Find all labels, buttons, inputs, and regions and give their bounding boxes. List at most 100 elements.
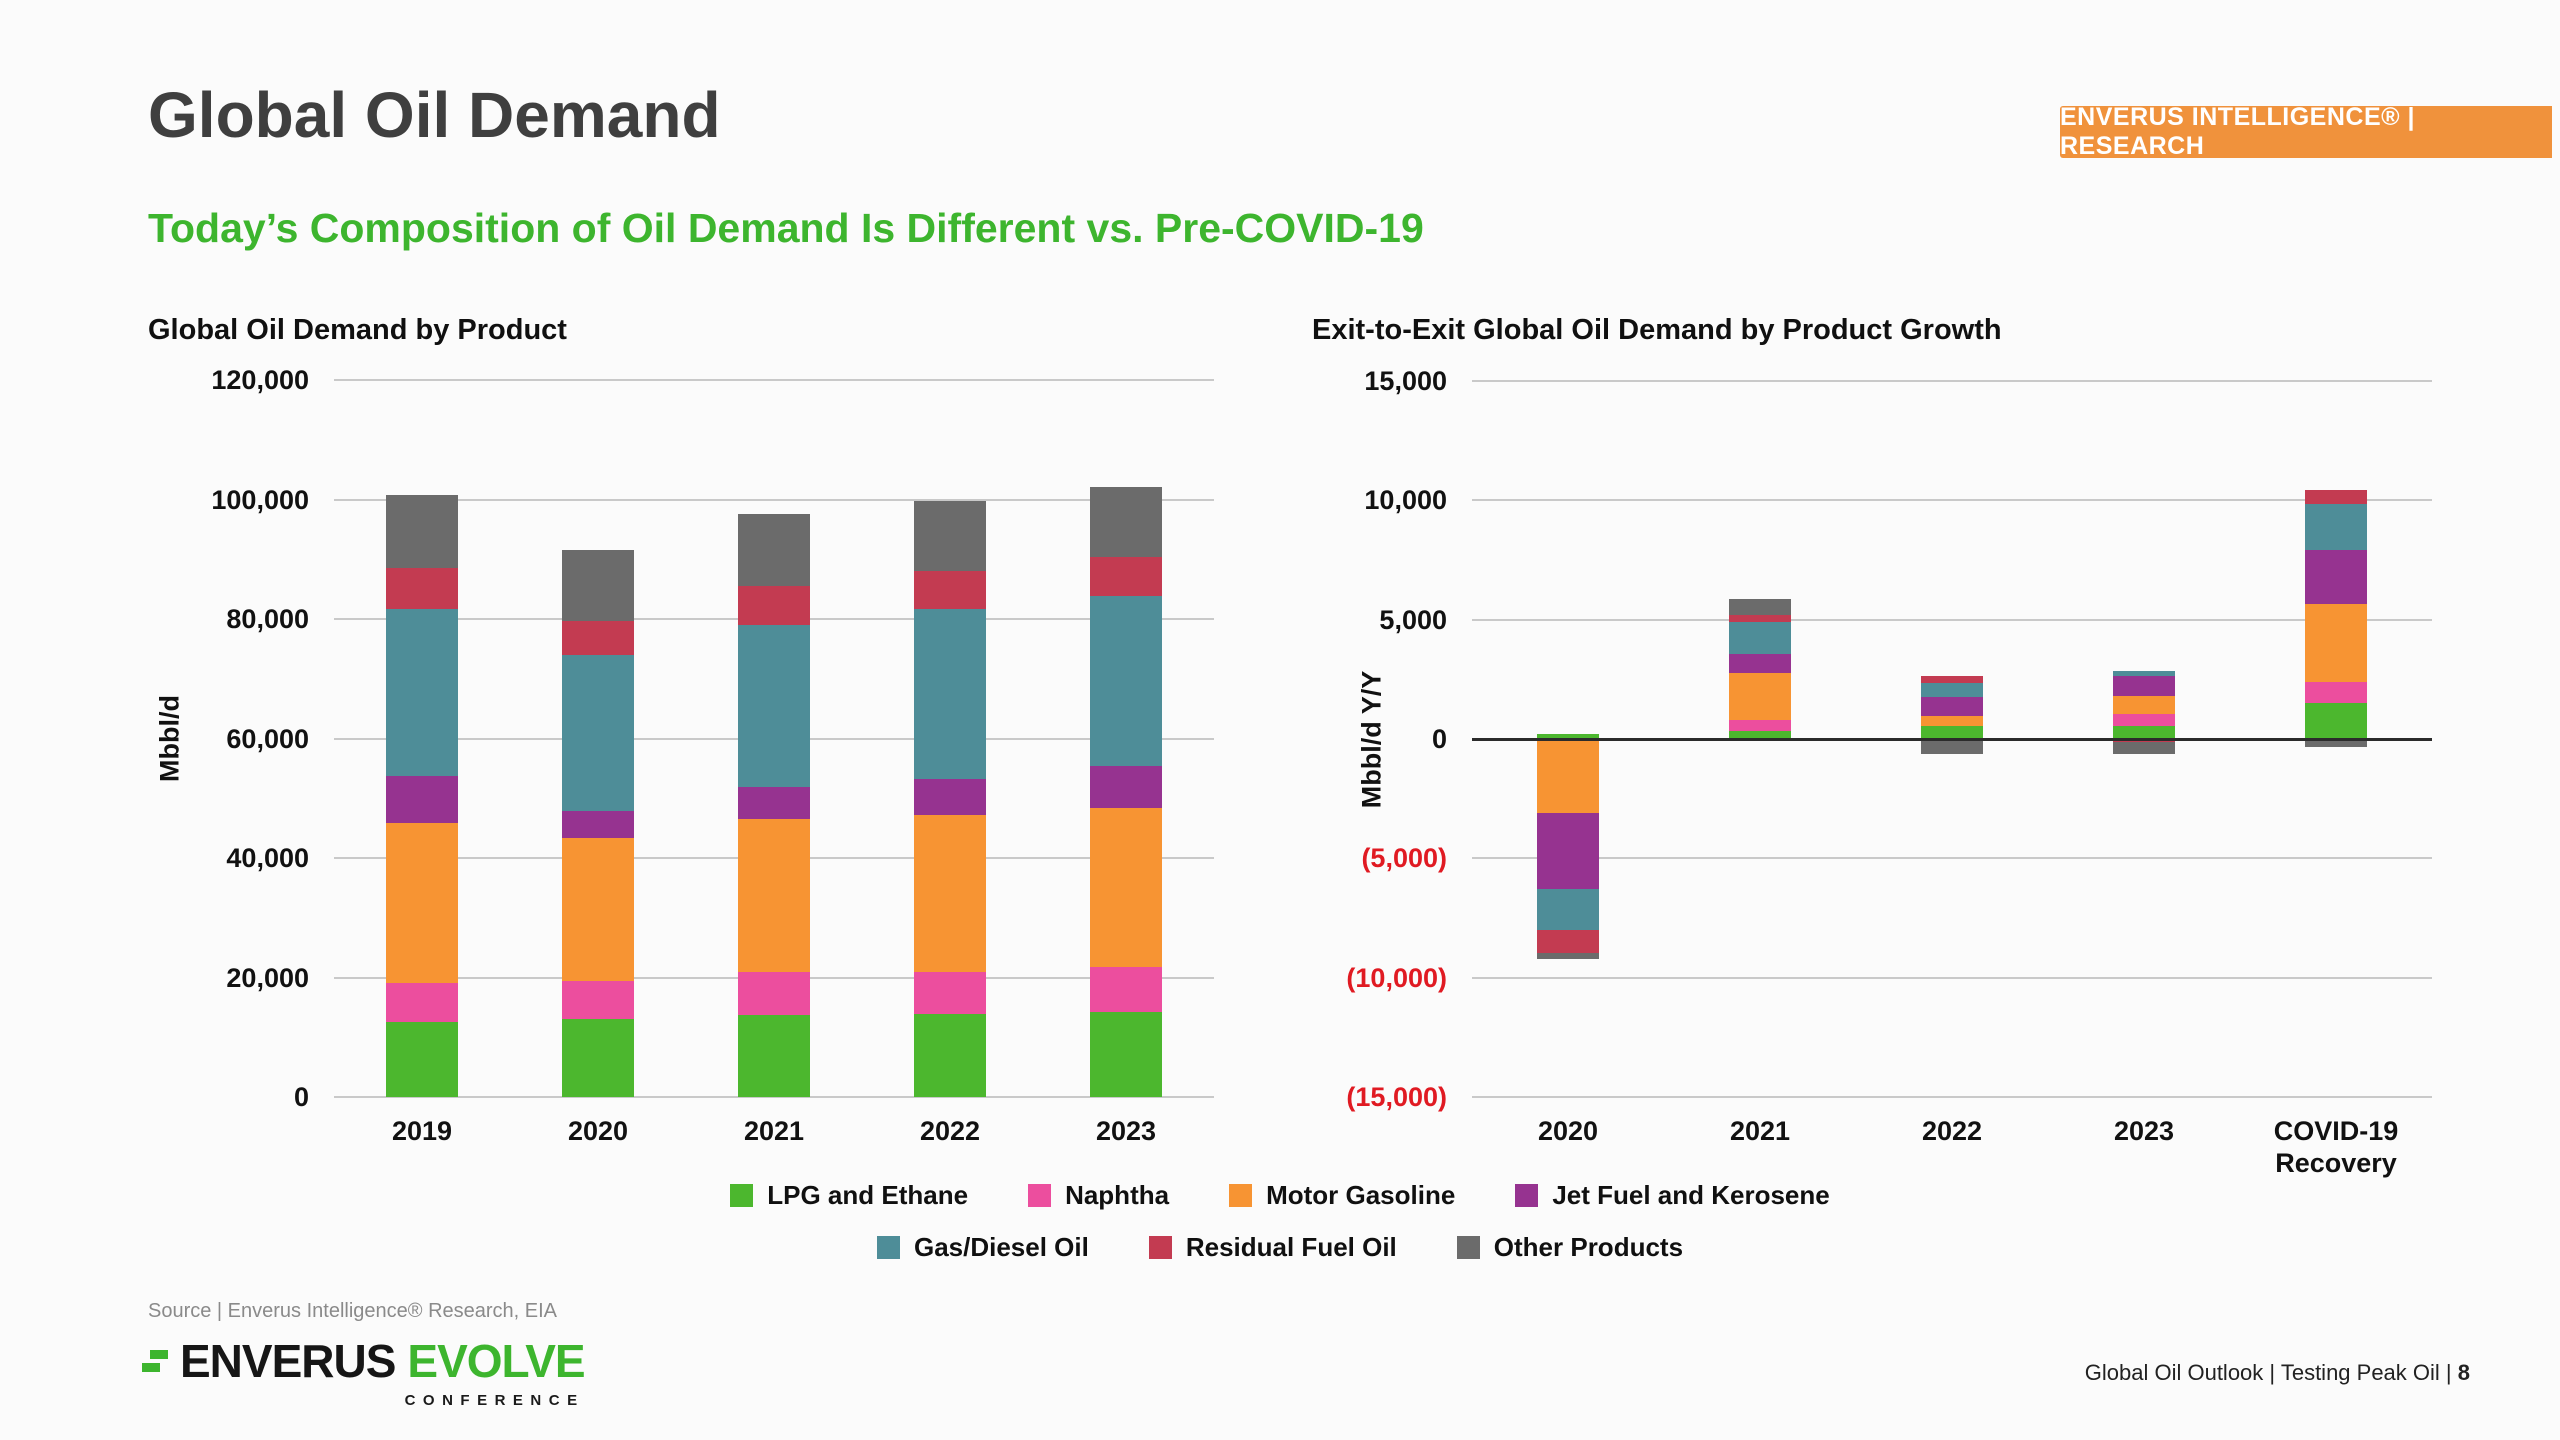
left-chart-title: Global Oil Demand by Product [148,314,567,346]
bar-segment [1729,720,1791,731]
legend-label: Gas/Diesel Oil [913,1232,1089,1262]
bar-segment [1729,615,1791,623]
bar-segment [1537,952,1599,960]
legend-item: Naphtha [1028,1180,1169,1211]
y-tick-label: 15,000 [1364,366,1447,396]
footer-deck-title: Global Oil Outlook | Testing Peak Oil | [2084,1360,2452,1385]
bar-segment [386,983,458,1023]
bar-segment [914,609,986,780]
bar-segment [386,494,458,568]
bar-segment [1921,741,1983,754]
y-tick-label: 80,000 [226,604,309,634]
bar-segment [562,838,634,982]
bar-segment [1729,672,1791,721]
y-tick-label: 20,000 [226,962,309,993]
logo-dash-icon [142,1363,160,1372]
bar-segment [2305,489,2367,504]
x-category-label: 2021 [1729,1116,1791,1146]
bar-segment [386,775,458,824]
bar-segment [386,823,458,984]
bar-segment [2305,739,2367,748]
bar-segment [1537,739,1599,813]
gridline [1472,618,2432,621]
bar-segment [738,972,810,1016]
bar-segment [2305,604,2367,682]
legend-swatch-icon [1515,1184,1539,1207]
y-tick-label: 5,000 [1379,604,1447,635]
y-tick-label: (15,000) [1346,1082,1447,1112]
bar-segment [914,814,986,973]
legend-swatch-icon [1028,1184,1052,1207]
bar-segment [914,570,986,610]
bar-segment [2305,503,2367,551]
x-category-label: 2019 [391,1116,453,1146]
y-tick-label: 10,000 [1364,485,1447,516]
enverus-intelligence-research-badge: ENVERUS INTELLIGENCE® | RESEARCH [2060,103,2552,160]
bar-segment [562,620,634,655]
y-tick-label: 100,000 [211,484,309,515]
y-tick-label: (5,000) [1361,843,1447,874]
legend-item: Residual Fuel Oil [1148,1232,1397,1263]
bar-segment [1729,730,1791,739]
zero-axis-line [334,1096,1214,1098]
legend-swatch-icon [1148,1236,1172,1259]
gridline [1472,499,2432,502]
x-category-label: 2023 [1095,1116,1157,1146]
bar-segment [1537,889,1599,930]
badge-label: ENVERUS INTELLIGENCE® | RESEARCH [2060,103,2416,160]
y-tick-label: 120,000 [211,365,309,395]
bar-segment [738,819,810,973]
x-category-label: 2022 [919,1116,981,1146]
bar-segment [738,586,810,625]
legend-row-1: LPG and Ethane Naphtha Motor Gasoline Jet F… [70,1180,2490,1211]
bar-segment [1921,696,1983,716]
bar-segment [2113,726,2175,739]
right-chart-plot: (15,000) (10,000) (5,000) 0 5,000 10,000 15,00… [1346,366,2432,1178]
enverus-evolve-logo: ENVERUS EVOLVE CONFERENCE [142,1334,586,1409]
bar-segment [2113,670,2175,677]
bar-segment [1090,967,1162,1013]
logo-wordmark-row: ENVERUS EVOLVE [142,1334,586,1388]
gridline [1472,1096,2432,1098]
zero-axis-line [1472,738,2432,741]
bar-segment [562,981,634,1019]
source-attribution: Source | Enverus Intelligence® Research,… [148,1300,558,1322]
bar-segment [1090,1012,1162,1097]
bar-segment [2113,742,2175,755]
bar-segment [1921,715,1983,727]
legend-item: LPG and Ethane [730,1180,968,1211]
legend-item: Jet Fuel and Kerosene [1515,1180,1830,1211]
logo-conference-text: CONFERENCE [404,1392,585,1409]
bar-segment [1921,683,1983,697]
page-title: Global Oil Demand [148,79,721,151]
bar-segment [1090,807,1162,968]
bar-segment [1537,929,1599,953]
bar-segment [914,501,986,571]
legend-label: Motor Gasoline [1266,1180,1456,1210]
bar-segment [2305,681,2367,704]
x-category-label: 2020 [567,1116,629,1146]
bar-segment [562,1018,634,1097]
bar-segment [2305,703,2367,739]
gridline [1472,380,2432,382]
legend-label: Jet Fuel and Kerosene [1552,1180,1830,1210]
legend-swatch-icon [1229,1184,1253,1207]
legend-swatch-icon [876,1236,900,1259]
gridline [1472,976,2432,979]
bar-segment [1729,598,1791,616]
bar-segment [738,624,810,788]
bar-segment [738,787,810,820]
x-category-label: 2023 [2113,1116,2175,1146]
bar-segment [914,779,986,815]
bar-segment [2113,695,2175,715]
bar-segment [1921,726,1983,739]
bar-segment [1729,622,1791,654]
legend-item: Other Products [1456,1232,1683,1263]
logo-dash-icon [150,1350,168,1359]
bar-segment [562,549,634,621]
y-tick-label: 0 [1431,724,1447,754]
x-category-label: COVID-19 Recovery [2273,1116,2399,1178]
legend-swatch-icon [730,1184,754,1207]
left-chart-plot: 0 20,000 40,000 60,000 80,000 100,000 120,000 2… [211,365,1214,1146]
